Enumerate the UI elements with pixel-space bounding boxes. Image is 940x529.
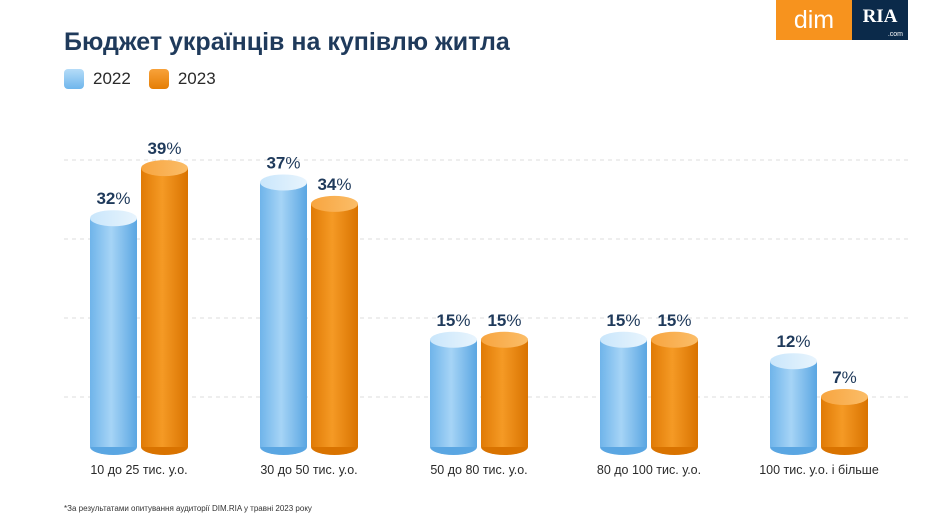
bar-value-label: 34%	[317, 175, 351, 194]
bar-top	[770, 353, 817, 370]
bar-2022-4	[770, 353, 817, 455]
logo-ria-text: RIA	[862, 6, 898, 27]
legend-swatch-2023	[148, 69, 169, 89]
bar-2022-0	[90, 210, 137, 455]
bar-body	[651, 339, 698, 447]
bar-value-label: 15%	[487, 311, 521, 330]
bar-body	[770, 361, 817, 447]
category-label-4: 100 тис. у.о. і більше	[759, 463, 879, 477]
bar-2023-2	[481, 331, 528, 455]
bar-body	[600, 339, 647, 447]
bar-top	[90, 210, 137, 227]
legend-swatch-2022	[64, 69, 84, 89]
bar-2022-3	[600, 331, 647, 455]
chart-legend: 2022 2023	[64, 68, 234, 90]
category-label-3: 80 до 100 тис. у.о.	[597, 463, 701, 477]
bar-body	[311, 203, 358, 447]
chart-title: Бюджет українців на купівлю житла	[64, 28, 510, 56]
bar-2023-4	[821, 388, 868, 455]
bar-value-label: 12%	[776, 332, 810, 351]
dim-ria-logo[interactable]: dim RIA .com	[776, 0, 908, 40]
logo-dim: dim	[776, 0, 852, 40]
bar-body	[90, 218, 137, 447]
legend-item-2022: 2022	[64, 69, 131, 89]
bar-value-label: 39%	[147, 139, 181, 158]
bar-2022-2	[430, 331, 477, 455]
legend-item-2023: 2023	[148, 69, 216, 89]
legend-label-2023: 2023	[177, 69, 216, 88]
bar-value-label: 32%	[96, 189, 130, 208]
bar-body	[141, 168, 188, 447]
bar-value-label: 15%	[436, 311, 470, 330]
bar-value-label: 15%	[657, 311, 691, 330]
bar-2022-1	[260, 174, 307, 455]
bar-top	[481, 331, 528, 348]
logo-ria-com: .com	[887, 31, 903, 38]
bar-2023-3	[651, 331, 698, 455]
bar-value-label: 7%	[832, 368, 857, 387]
bar-top	[430, 331, 477, 348]
bar-top	[141, 160, 188, 177]
category-label-0: 10 до 25 тис. у.о.	[90, 463, 187, 477]
bar-value-label: 15%	[606, 311, 640, 330]
bar-top	[260, 174, 307, 191]
labels-group: 32% 39% 10 до 25 тис. у.о. 37% 34% 30 до 50 т…	[90, 139, 878, 477]
bar-body	[821, 396, 868, 447]
bars-group	[90, 160, 868, 455]
legend-label-2022: 2022	[93, 69, 131, 88]
bar-top	[600, 331, 647, 348]
bar-body	[481, 339, 528, 447]
category-label-1: 30 до 50 тис. у.о.	[260, 463, 357, 477]
bar-2023-0	[141, 160, 188, 455]
bar-top	[651, 331, 698, 348]
footnote: *За результатами опитування аудиторії DI…	[64, 504, 312, 513]
bar-top	[311, 195, 358, 212]
category-label-2: 50 до 80 тис. у.о.	[430, 463, 527, 477]
bar-body	[260, 182, 307, 447]
bar-top	[821, 388, 868, 405]
bar-2023-1	[311, 195, 358, 455]
bar-body	[430, 339, 477, 447]
logo-ria: RIA .com	[852, 0, 908, 40]
bar-value-label: 37%	[266, 153, 300, 172]
